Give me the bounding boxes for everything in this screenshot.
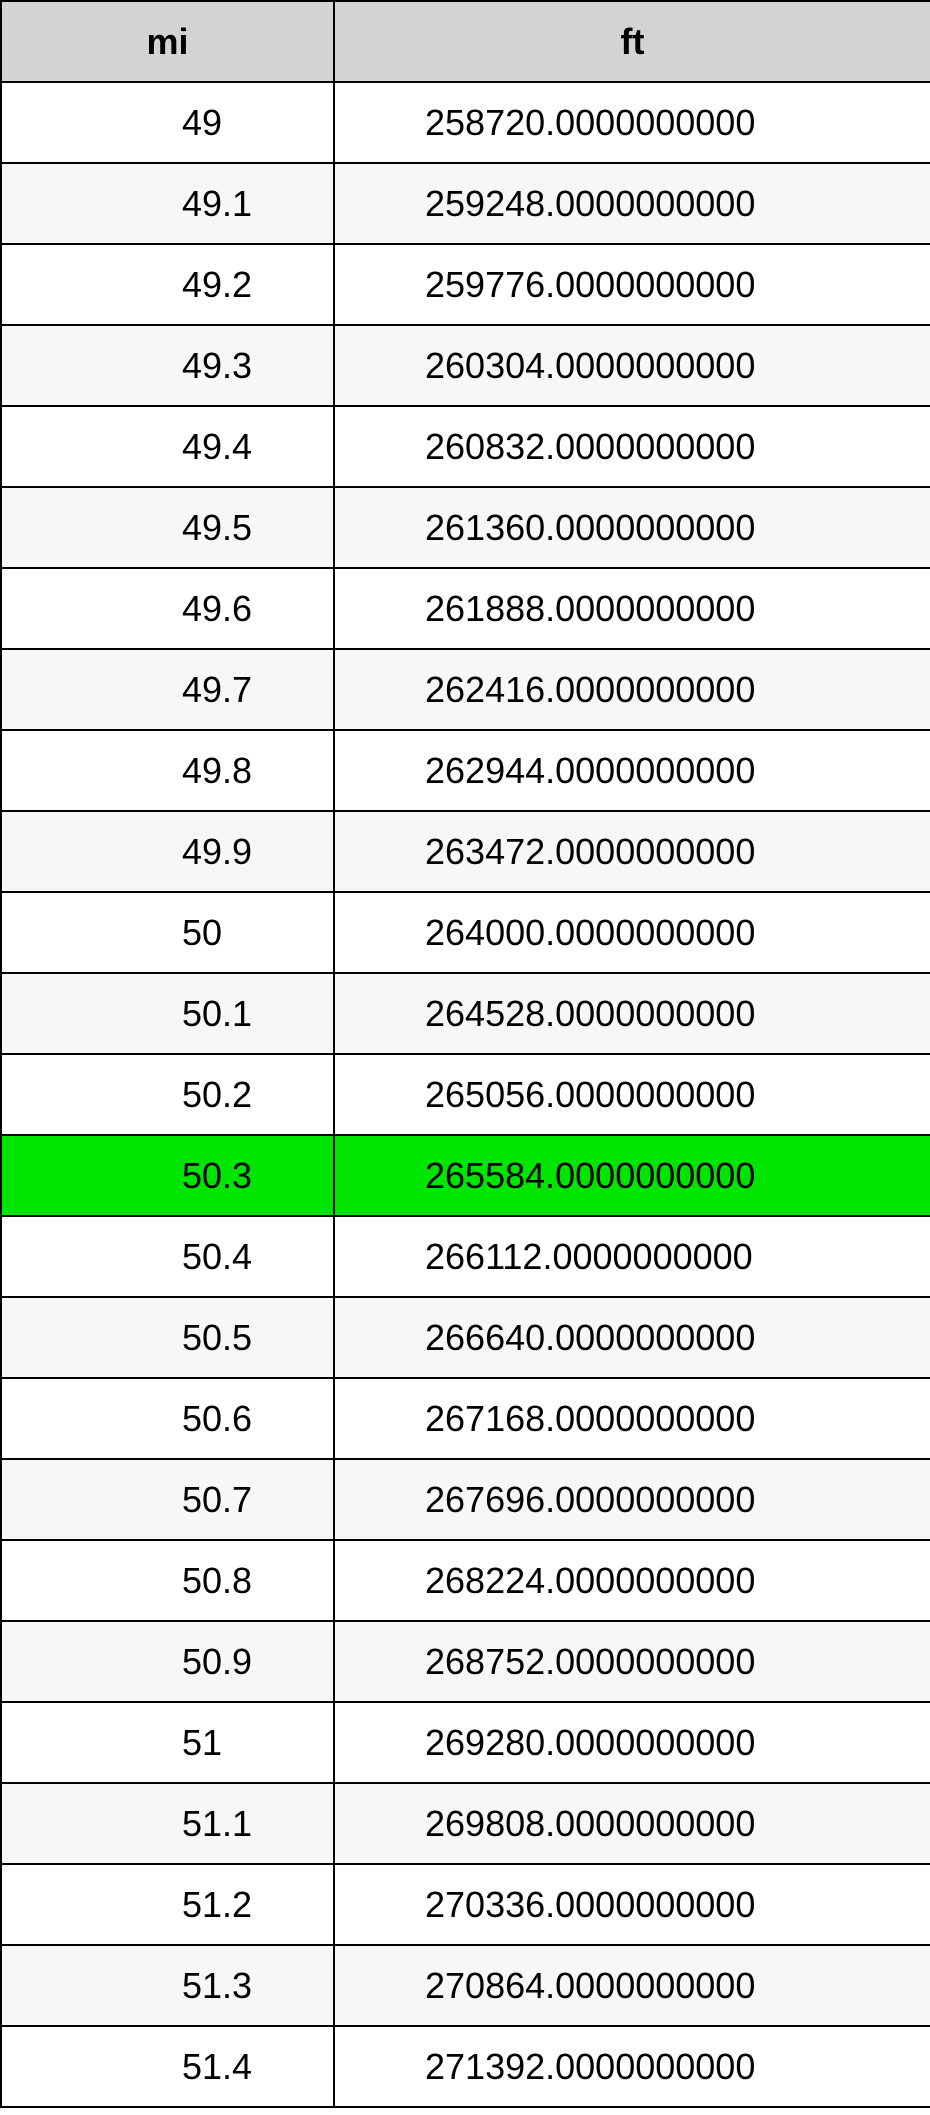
cell-mi: 50.7 bbox=[1, 1459, 334, 1540]
table-row: 49.9263472.0000000000 bbox=[1, 811, 930, 892]
cell-ft: 270864.0000000000 bbox=[334, 1945, 930, 2026]
cell-ft: 261360.0000000000 bbox=[334, 487, 930, 568]
cell-mi: 49.1 bbox=[1, 163, 334, 244]
cell-mi: 50 bbox=[1, 892, 334, 973]
cell-ft: 259776.0000000000 bbox=[334, 244, 930, 325]
cell-mi: 50.3 bbox=[1, 1135, 334, 1216]
cell-mi: 50.1 bbox=[1, 973, 334, 1054]
cell-ft: 265056.0000000000 bbox=[334, 1054, 930, 1135]
table-row: 51.1269808.0000000000 bbox=[1, 1783, 930, 1864]
cell-mi: 51.4 bbox=[1, 2026, 334, 2107]
table-row: 50.7267696.0000000000 bbox=[1, 1459, 930, 1540]
cell-mi: 50.4 bbox=[1, 1216, 334, 1297]
cell-ft: 262944.0000000000 bbox=[334, 730, 930, 811]
cell-ft: 264528.0000000000 bbox=[334, 973, 930, 1054]
table-row: 50.2265056.0000000000 bbox=[1, 1054, 930, 1135]
table-row: 51.2270336.0000000000 bbox=[1, 1864, 930, 1945]
cell-ft: 264000.0000000000 bbox=[334, 892, 930, 973]
cell-mi: 49.3 bbox=[1, 325, 334, 406]
cell-mi: 49.6 bbox=[1, 568, 334, 649]
column-header-ft: ft bbox=[334, 1, 930, 82]
table-row: 50.1264528.0000000000 bbox=[1, 973, 930, 1054]
cell-ft: 268752.0000000000 bbox=[334, 1621, 930, 1702]
cell-ft: 262416.0000000000 bbox=[334, 649, 930, 730]
cell-mi: 51.1 bbox=[1, 1783, 334, 1864]
cell-mi: 49.4 bbox=[1, 406, 334, 487]
cell-mi: 50.9 bbox=[1, 1621, 334, 1702]
cell-mi: 49.2 bbox=[1, 244, 334, 325]
cell-ft: 271392.0000000000 bbox=[334, 2026, 930, 2107]
cell-mi: 49.8 bbox=[1, 730, 334, 811]
table-row: 50.5266640.0000000000 bbox=[1, 1297, 930, 1378]
cell-mi: 50.5 bbox=[1, 1297, 334, 1378]
cell-mi: 51 bbox=[1, 1702, 334, 1783]
cell-ft: 260832.0000000000 bbox=[334, 406, 930, 487]
table-row: 50264000.0000000000 bbox=[1, 892, 930, 973]
cell-ft: 267696.0000000000 bbox=[334, 1459, 930, 1540]
table-row: 49258720.0000000000 bbox=[1, 82, 930, 163]
cell-ft: 258720.0000000000 bbox=[334, 82, 930, 163]
cell-ft: 263472.0000000000 bbox=[334, 811, 930, 892]
cell-mi: 49 bbox=[1, 82, 334, 163]
cell-ft: 269808.0000000000 bbox=[334, 1783, 930, 1864]
cell-ft: 260304.0000000000 bbox=[334, 325, 930, 406]
cell-mi: 49.5 bbox=[1, 487, 334, 568]
cell-mi: 49.7 bbox=[1, 649, 334, 730]
table-row: 50.6267168.0000000000 bbox=[1, 1378, 930, 1459]
table-row: 50.8268224.0000000000 bbox=[1, 1540, 930, 1621]
cell-mi: 50.6 bbox=[1, 1378, 334, 1459]
table-row: 50.4266112.0000000000 bbox=[1, 1216, 930, 1297]
table-row: 49.8262944.0000000000 bbox=[1, 730, 930, 811]
table-row: 49.2259776.0000000000 bbox=[1, 244, 930, 325]
table-row: 49.7262416.0000000000 bbox=[1, 649, 930, 730]
table-row: 49.3260304.0000000000 bbox=[1, 325, 930, 406]
table-row: 49.1259248.0000000000 bbox=[1, 163, 930, 244]
cell-ft: 269280.0000000000 bbox=[334, 1702, 930, 1783]
table-row: 49.5261360.0000000000 bbox=[1, 487, 930, 568]
cell-ft: 268224.0000000000 bbox=[334, 1540, 930, 1621]
table-body: 49258720.000000000049.1259248.0000000000… bbox=[1, 82, 930, 2107]
table-row: 51269280.0000000000 bbox=[1, 1702, 930, 1783]
cell-ft: 261888.0000000000 bbox=[334, 568, 930, 649]
table-header: mift bbox=[1, 1, 930, 82]
column-header-mi: mi bbox=[1, 1, 334, 82]
cell-mi: 51.3 bbox=[1, 1945, 334, 2026]
table-row: 51.4271392.0000000000 bbox=[1, 2026, 930, 2107]
cell-mi: 50.2 bbox=[1, 1054, 334, 1135]
table-row: 49.4260832.0000000000 bbox=[1, 406, 930, 487]
cell-ft: 266112.0000000000 bbox=[334, 1216, 930, 1297]
table-row: 50.3265584.0000000000 bbox=[1, 1135, 930, 1216]
cell-mi: 50.8 bbox=[1, 1540, 334, 1621]
cell-ft: 266640.0000000000 bbox=[334, 1297, 930, 1378]
table-row: 50.9268752.0000000000 bbox=[1, 1621, 930, 1702]
cell-mi: 51.2 bbox=[1, 1864, 334, 1945]
conversion-table: mift 49258720.000000000049.1259248.00000… bbox=[0, 0, 930, 2108]
table-header-row: mift bbox=[1, 1, 930, 82]
table-row: 51.3270864.0000000000 bbox=[1, 1945, 930, 2026]
table-row: 49.6261888.0000000000 bbox=[1, 568, 930, 649]
cell-ft: 270336.0000000000 bbox=[334, 1864, 930, 1945]
cell-ft: 265584.0000000000 bbox=[334, 1135, 930, 1216]
cell-mi: 49.9 bbox=[1, 811, 334, 892]
cell-ft: 259248.0000000000 bbox=[334, 163, 930, 244]
cell-ft: 267168.0000000000 bbox=[334, 1378, 930, 1459]
